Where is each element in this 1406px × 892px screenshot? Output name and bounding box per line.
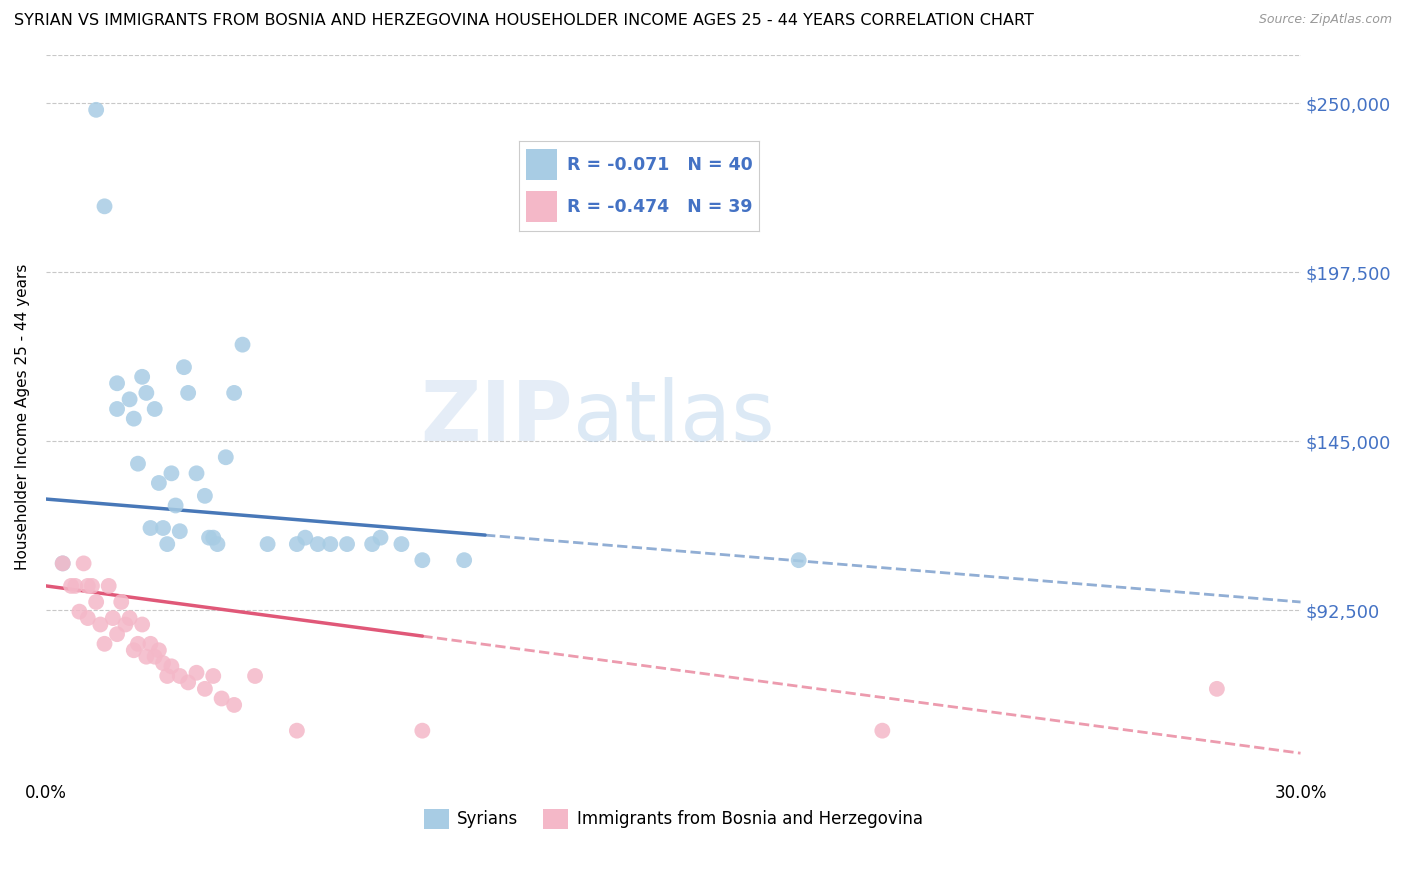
Point: [118, 392, 141, 407]
Point: [52, 557, 75, 571]
Point: [411, 553, 433, 567]
Text: Source: ZipAtlas.com: Source: ZipAtlas.com: [1258, 13, 1392, 27]
Point: [319, 537, 342, 551]
Point: [84, 103, 107, 117]
Point: [131, 617, 153, 632]
Point: [110, 595, 132, 609]
Point: [872, 723, 894, 738]
Point: [135, 649, 157, 664]
Point: [177, 385, 200, 400]
Point: [93, 199, 115, 213]
Point: [453, 553, 475, 567]
Point: [285, 537, 308, 551]
Point: [160, 467, 183, 481]
Point: [256, 537, 278, 551]
Text: R = -0.474   N = 39: R = -0.474 N = 39: [567, 197, 752, 216]
Point: [391, 537, 413, 551]
Point: [152, 656, 174, 670]
Point: [787, 553, 810, 567]
Point: [160, 659, 183, 673]
Point: [114, 617, 136, 632]
Point: [139, 521, 162, 535]
Point: [186, 467, 208, 481]
Point: [72, 557, 94, 571]
Point: [118, 611, 141, 625]
Text: atlas: atlas: [572, 376, 775, 458]
Point: [93, 637, 115, 651]
Point: [165, 499, 187, 513]
Point: [186, 665, 208, 680]
Point: [135, 385, 157, 400]
Point: [105, 376, 128, 391]
Point: [169, 669, 191, 683]
Point: [97, 579, 120, 593]
Point: [307, 537, 329, 551]
Point: [139, 637, 162, 651]
FancyBboxPatch shape: [526, 192, 557, 222]
Point: [80, 579, 103, 593]
Point: [105, 402, 128, 417]
Point: [411, 723, 433, 738]
Point: [336, 537, 359, 551]
Point: [101, 611, 124, 625]
Point: [143, 649, 166, 664]
Point: [202, 531, 225, 545]
Point: [143, 402, 166, 417]
Point: [294, 531, 316, 545]
Point: [122, 411, 145, 425]
Point: [361, 537, 384, 551]
Point: [211, 691, 233, 706]
Point: [177, 675, 200, 690]
Point: [194, 489, 217, 503]
Point: [65, 579, 87, 593]
Point: [60, 579, 83, 593]
Point: [156, 537, 179, 551]
Point: [224, 385, 246, 400]
Point: [131, 369, 153, 384]
Point: [52, 557, 75, 571]
Point: [224, 698, 246, 712]
Point: [148, 643, 170, 657]
Point: [122, 643, 145, 657]
Point: [243, 669, 266, 683]
Point: [148, 475, 170, 490]
Point: [194, 681, 217, 696]
Point: [156, 669, 179, 683]
Point: [127, 457, 149, 471]
Point: [127, 637, 149, 651]
Point: [105, 627, 128, 641]
Point: [152, 521, 174, 535]
Point: [202, 669, 225, 683]
Legend: Syrians, Immigrants from Bosnia and Herzegovina: Syrians, Immigrants from Bosnia and Herz…: [418, 802, 929, 836]
Text: R = -0.071   N = 40: R = -0.071 N = 40: [567, 155, 752, 174]
Point: [207, 537, 229, 551]
FancyBboxPatch shape: [526, 150, 557, 180]
Y-axis label: Householder Income Ages 25 - 44 years: Householder Income Ages 25 - 44 years: [15, 264, 30, 570]
Point: [231, 337, 253, 351]
Point: [76, 579, 98, 593]
Point: [285, 723, 308, 738]
Point: [370, 531, 392, 545]
Point: [89, 617, 111, 632]
Point: [76, 611, 98, 625]
Point: [169, 524, 191, 539]
Text: ZIP: ZIP: [420, 376, 572, 458]
Point: [173, 360, 195, 375]
Text: SYRIAN VS IMMIGRANTS FROM BOSNIA AND HERZEGOVINA HOUSEHOLDER INCOME AGES 25 - 44: SYRIAN VS IMMIGRANTS FROM BOSNIA AND HER…: [14, 13, 1033, 29]
Point: [1205, 681, 1227, 696]
Point: [84, 595, 107, 609]
Point: [67, 605, 90, 619]
Point: [198, 531, 221, 545]
Point: [215, 450, 238, 465]
